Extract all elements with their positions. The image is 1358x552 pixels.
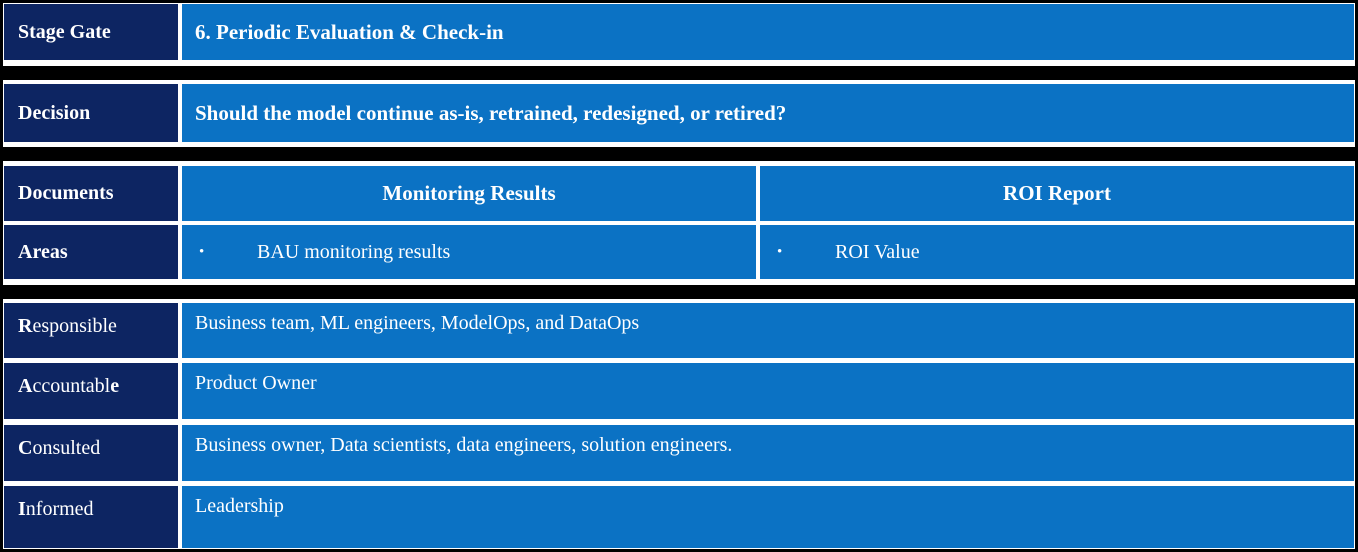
section-separator (3, 285, 1355, 299)
responsible-label: Responsible (18, 315, 117, 337)
decision-row: Decision Should the model continue as-is… (4, 84, 1354, 142)
areas-label: Areas (18, 240, 68, 263)
areas-row: Areas • BAU monitoring results • ROI Val… (4, 225, 1354, 279)
decision-question-cell: Should the model continue as-is, retrain… (182, 84, 1354, 142)
section-separator (3, 147, 1355, 161)
areas-columns: • BAU monitoring results • ROI Value (182, 225, 1354, 279)
document-column-title: ROI Report (1003, 181, 1111, 205)
informed-row: Informed Leadership (4, 486, 1354, 548)
areas-item-text: BAU monitoring results (257, 240, 451, 263)
consulted-label: Consulted (18, 437, 101, 459)
bullet-icon: • (777, 243, 783, 260)
stage-gate-label-cell: Stage Gate (4, 4, 178, 60)
document-column-roi-report: ROI Report (760, 166, 1354, 221)
documents-row: Documents Monitoring Results ROI Report (4, 166, 1354, 221)
accountable-value: Product Owner (195, 372, 317, 394)
accountable-label: Accountable (18, 375, 120, 397)
decision-label: Decision (18, 101, 91, 124)
accountable-value-cell: Product Owner (182, 363, 1354, 419)
informed-value: Leadership (195, 495, 284, 517)
responsible-row: Responsible Business team, ML engineers,… (4, 303, 1354, 358)
areas-item-monitoring: • BAU monitoring results (182, 225, 756, 279)
areas-label-cell: Areas (4, 225, 178, 279)
accountable-row: Accountable Product Owner (4, 363, 1354, 419)
responsible-value: Business team, ML engineers, ModelOps, a… (195, 312, 640, 334)
document-column-monitoring-results: Monitoring Results (182, 166, 756, 221)
consulted-row: Consulted Business owner, Data scientist… (4, 425, 1354, 481)
consulted-value: Business owner, Data scientists, data en… (195, 434, 733, 456)
informed-value-cell: Leadership (182, 486, 1354, 548)
stage-gate-title: 6. Periodic Evaluation & Check-in (195, 19, 504, 44)
areas-item-roi: • ROI Value (760, 225, 1354, 279)
informed-label-cell: Informed (4, 486, 178, 548)
responsible-label-cell: Responsible (4, 303, 178, 358)
stage-gate-row: Stage Gate 6. Periodic Evaluation & Chec… (4, 4, 1354, 60)
areas-item-text: ROI Value (835, 240, 920, 263)
consulted-label-cell: Consulted (4, 425, 178, 481)
documents-label: Documents (18, 182, 114, 204)
consulted-value-cell: Business owner, Data scientists, data en… (182, 425, 1354, 481)
decision-label-cell: Decision (4, 84, 178, 142)
section-separator (3, 66, 1355, 80)
stage-gate-title-cell: 6. Periodic Evaluation & Check-in (182, 4, 1354, 60)
stage-gate-label: Stage Gate (18, 20, 111, 43)
documents-label-cell: Documents (4, 166, 178, 221)
decision-question: Should the model continue as-is, retrain… (195, 100, 787, 125)
responsible-value-cell: Business team, ML engineers, ModelOps, a… (182, 303, 1354, 358)
accountable-label-cell: Accountable (4, 363, 178, 419)
documents-columns: Monitoring Results ROI Report (182, 166, 1354, 221)
informed-label: Informed (18, 498, 94, 520)
bullet-icon: • (199, 243, 205, 260)
document-column-title: Monitoring Results (382, 181, 556, 205)
